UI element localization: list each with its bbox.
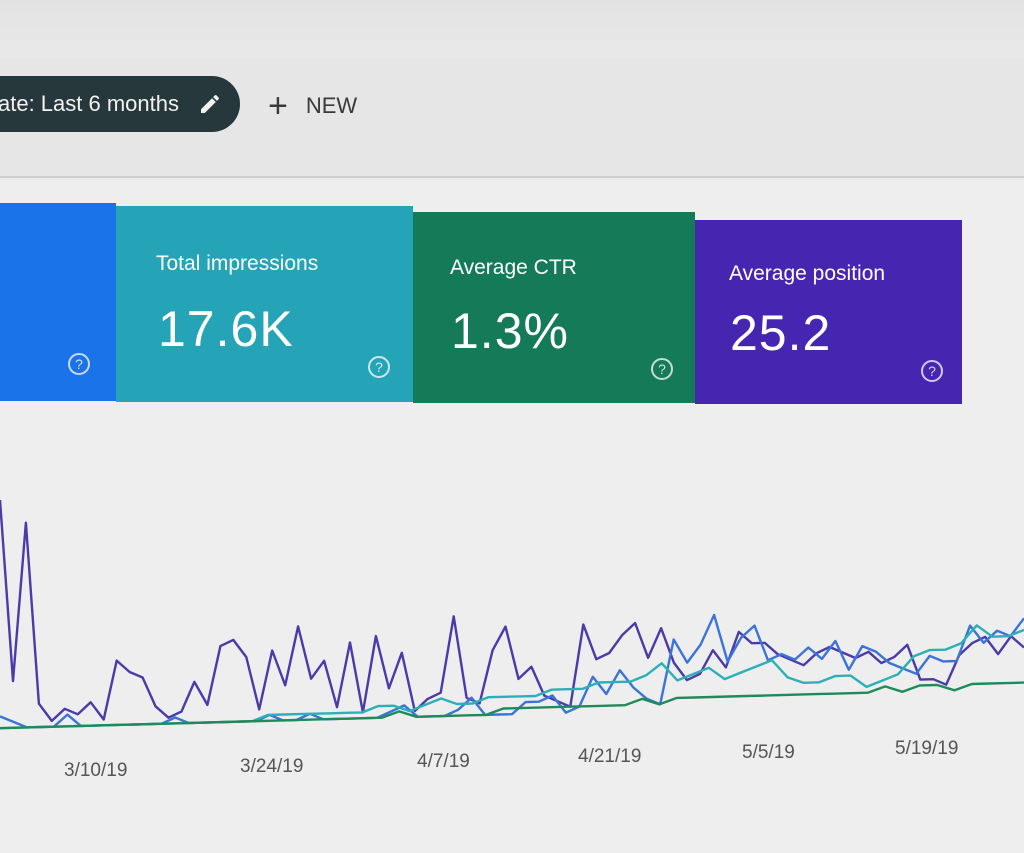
date-filter-label: ate: Last 6 months (0, 91, 179, 116)
performance-chart (0, 499, 1024, 730)
help-circle-icon[interactable]: ? (368, 356, 390, 378)
x-tick-label: 4/7/19 (417, 751, 470, 772)
metric-label: Average position (729, 262, 886, 285)
x-tick-label: 3/10/19 (64, 760, 128, 781)
new-button-label: NEW (305, 93, 358, 118)
series-line-1 (0, 613, 1024, 729)
metric-value: 25.2 (730, 305, 832, 361)
series-line-3 (0, 681, 1024, 730)
date-filter-chip[interactable]: ate: Last 6 months (0, 76, 240, 132)
x-tick-label: 5/5/19 (742, 742, 795, 763)
plus-icon: + (268, 86, 288, 125)
series-line-0 (0, 499, 1024, 723)
metric-card-position[interactable]: Average position 25.2 ? (695, 220, 962, 404)
pencil-icon[interactable] (198, 92, 222, 116)
x-tick-label: 3/24/19 (240, 756, 304, 777)
new-filter-button[interactable]: + NEW (268, 86, 357, 126)
help-circle-icon[interactable]: ? (68, 353, 90, 375)
help-circle-icon[interactable]: ? (651, 358, 673, 380)
metric-value: 1.3% (451, 303, 569, 359)
x-tick-label: 5/19/19 (895, 738, 959, 759)
metric-label: Total impressions (156, 252, 319, 275)
metric-label: Average CTR (450, 256, 577, 279)
help-circle-icon[interactable]: ? (921, 360, 943, 382)
metric-value: 17.6K (158, 301, 294, 357)
metric-card-ctr[interactable]: Average CTR 1.3% ? (413, 212, 695, 403)
metric-card-clicks[interactable]: ? (0, 203, 116, 401)
x-tick-label: 4/21/19 (578, 746, 642, 767)
metric-card-impressions[interactable]: Total impressions 17.6K ? (116, 206, 413, 402)
